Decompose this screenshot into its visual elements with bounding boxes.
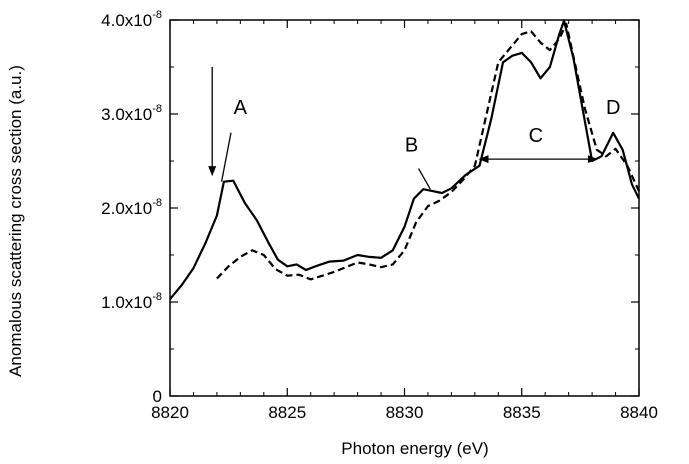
y-tick-label: 2.0x10-8: [101, 197, 162, 218]
x-axis-title: Photon energy (eV): [341, 439, 488, 458]
series-line-dashed: [216, 22, 640, 281]
y-ticks: 0 1.0x10-8 2.0x10-8 3.0x10-8 4.0x10-8: [101, 9, 639, 406]
x-tick-label: 8820: [151, 403, 189, 422]
y-tick-label: 1.0x10-8: [101, 291, 162, 312]
x-tick-label: 8835: [503, 403, 541, 422]
annotation-label: A: [234, 97, 248, 119]
y-axis-title: Anomalous scattering cross section (a.u.…: [6, 65, 25, 377]
x-tick-label: 8825: [268, 403, 306, 422]
series-line-solid: [169, 19, 640, 300]
plot-frame: [169, 19, 640, 397]
leader-line: [220, 132, 232, 182]
annotation-label: B: [405, 135, 418, 157]
x-tick-label: 8830: [386, 403, 424, 422]
y-tick-label: 0: [153, 387, 162, 406]
annotation-label: D: [606, 97, 620, 119]
annotations: A B C D: [208, 67, 620, 190]
leader-line: [418, 168, 431, 190]
y-tick-label: 3.0x10-8: [101, 103, 162, 124]
series-group: [169, 19, 640, 300]
annotation-label: C: [529, 125, 543, 147]
x-ticks: 8820 8825 8830 8835 8840: [151, 20, 658, 422]
y-tick-label: 4.0x10-8: [101, 9, 162, 30]
x-tick-label: 8840: [620, 403, 658, 422]
